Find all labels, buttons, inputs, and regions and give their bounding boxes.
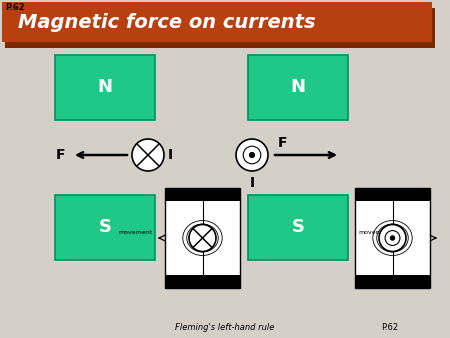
Bar [355,188,430,288]
Circle shape [385,231,400,245]
Circle shape [250,152,254,158]
Bar [5,8,435,48]
Text: N: N [291,78,306,97]
Text: N: N [98,78,112,97]
Circle shape [236,139,268,171]
Text: F: F [278,136,288,150]
Bar [248,195,348,260]
Text: F: F [55,148,65,162]
Circle shape [189,224,216,251]
Circle shape [132,139,164,171]
Bar [2,2,432,42]
Bar [165,275,240,288]
Circle shape [379,224,406,251]
Text: Fleming's left-hand rule: Fleming's left-hand rule [176,323,274,332]
Bar [355,188,430,201]
Bar [55,195,155,260]
Text: movement: movement [358,230,392,235]
Bar [355,275,430,288]
Text: Magnetic force on currents: Magnetic force on currents [18,13,315,31]
Text: P.62: P.62 [382,323,399,332]
Text: I: I [249,176,255,190]
Bar [165,188,240,201]
Circle shape [391,236,395,240]
Text: movement: movement [118,230,152,235]
Text: P.62: P.62 [5,3,25,12]
Text: S: S [99,218,112,237]
Bar [165,188,240,288]
Text: I: I [168,148,173,162]
Text: S: S [292,218,305,237]
Bar [55,55,155,120]
Bar [248,55,348,120]
Circle shape [243,146,261,164]
